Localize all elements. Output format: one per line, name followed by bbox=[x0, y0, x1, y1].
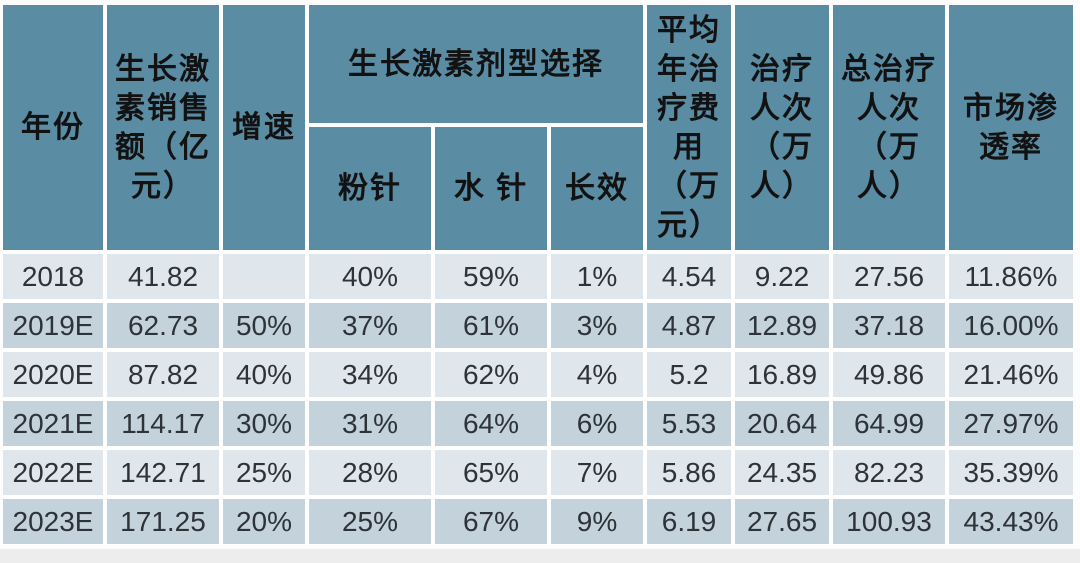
header-water-injection: 水 针 bbox=[435, 127, 547, 250]
table-cell-growth_rate-2022E: 25% bbox=[223, 450, 305, 495]
table-cell-market_penetration-2018: 11.86% bbox=[949, 254, 1073, 299]
table-cell-long_acting-2021E: 6% bbox=[551, 401, 643, 446]
header-dosage-form-group: 生长激素剂型选择 bbox=[309, 5, 643, 123]
table-cell-long_acting-2023E: 9% bbox=[551, 499, 643, 544]
table-cell-water_injection-2021E: 64% bbox=[435, 401, 547, 446]
table-cell-water_injection-2019E: 61% bbox=[435, 303, 547, 348]
page-bottom-strip bbox=[0, 549, 1080, 563]
table-cell-powder_injection-2018: 40% bbox=[309, 254, 431, 299]
table-cell-total_treated_patients-2019E: 37.18 bbox=[833, 303, 945, 348]
table-cell-year-2018: 2018 bbox=[3, 254, 103, 299]
table-cell-powder_injection-2022E: 28% bbox=[309, 450, 431, 495]
table-cell-total_treated_patients-2022E: 82.23 bbox=[833, 450, 945, 495]
table-cell-market_penetration-2020E: 21.46% bbox=[949, 352, 1073, 397]
table-cell-avg_annual_cost-2022E: 5.86 bbox=[647, 450, 731, 495]
table-cell-powder_injection-2023E: 25% bbox=[309, 499, 431, 544]
table-cell-avg_annual_cost-2019E: 4.87 bbox=[647, 303, 731, 348]
table-cell-long_acting-2019E: 3% bbox=[551, 303, 643, 348]
table-cell-total_treated_patients-2021E: 64.99 bbox=[833, 401, 945, 446]
header-market-penetration: 市场渗透率 bbox=[949, 5, 1073, 250]
header-treated-patients: 治疗人次（万人） bbox=[735, 5, 829, 250]
table-cell-treated_patients-2021E: 20.64 bbox=[735, 401, 829, 446]
table-cell-sales-2023E: 171.25 bbox=[107, 499, 219, 544]
header-powder-injection: 粉针 bbox=[309, 127, 431, 250]
table-cell-sales-2019E: 62.73 bbox=[107, 303, 219, 348]
table-cell-total_treated_patients-2023E: 100.93 bbox=[833, 499, 945, 544]
data-table: 年份 生长激素销售额（亿元） 增速 生长激素剂型选择 粉针 水 针 长效 平均年… bbox=[3, 5, 1073, 544]
table-cell-market_penetration-2019E: 16.00% bbox=[949, 303, 1073, 348]
table-cell-year-2022E: 2022E bbox=[3, 450, 103, 495]
table-cell-water_injection-2023E: 67% bbox=[435, 499, 547, 544]
table-cell-avg_annual_cost-2018: 4.54 bbox=[647, 254, 731, 299]
table-cell-growth_rate-2021E: 30% bbox=[223, 401, 305, 446]
table-cell-year-2021E: 2021E bbox=[3, 401, 103, 446]
header-avg-annual-cost: 平均年治疗费用（万元） bbox=[647, 5, 731, 250]
table-cell-avg_annual_cost-2020E: 5.2 bbox=[647, 352, 731, 397]
table-cell-powder_injection-2019E: 37% bbox=[309, 303, 431, 348]
table-cell-long_acting-2020E: 4% bbox=[551, 352, 643, 397]
table-cell-avg_annual_cost-2021E: 5.53 bbox=[647, 401, 731, 446]
header-long-acting: 长效 bbox=[551, 127, 643, 250]
header-sales: 生长激素销售额（亿元） bbox=[107, 5, 219, 250]
table-cell-treated_patients-2020E: 16.89 bbox=[735, 352, 829, 397]
table-cell-sales-2018: 41.82 bbox=[107, 254, 219, 299]
header-growth-rate: 增速 bbox=[223, 5, 305, 250]
table-cell-long_acting-2022E: 7% bbox=[551, 450, 643, 495]
table-cell-year-2020E: 2020E bbox=[3, 352, 103, 397]
table-cell-avg_annual_cost-2023E: 6.19 bbox=[647, 499, 731, 544]
table-cell-treated_patients-2018: 9.22 bbox=[735, 254, 829, 299]
table-cell-sales-2022E: 142.71 bbox=[107, 450, 219, 495]
table-cell-market_penetration-2021E: 27.97% bbox=[949, 401, 1073, 446]
table-cell-treated_patients-2022E: 24.35 bbox=[735, 450, 829, 495]
table-cell-long_acting-2018: 1% bbox=[551, 254, 643, 299]
table-cell-total_treated_patients-2020E: 49.86 bbox=[833, 352, 945, 397]
table-cell-sales-2021E: 114.17 bbox=[107, 401, 219, 446]
table-cell-year-2023E: 2023E bbox=[3, 499, 103, 544]
table-cell-growth_rate-2019E: 50% bbox=[223, 303, 305, 348]
table-cell-growth_rate-2020E: 40% bbox=[223, 352, 305, 397]
table-cell-treated_patients-2023E: 27.65 bbox=[735, 499, 829, 544]
table-cell-powder_injection-2020E: 34% bbox=[309, 352, 431, 397]
table-cell-year-2019E: 2019E bbox=[3, 303, 103, 348]
table-cell-water_injection-2022E: 65% bbox=[435, 450, 547, 495]
header-year: 年份 bbox=[3, 5, 103, 250]
table-cell-market_penetration-2023E: 43.43% bbox=[949, 499, 1073, 544]
table-cell-sales-2020E: 87.82 bbox=[107, 352, 219, 397]
table-cell-treated_patients-2019E: 12.89 bbox=[735, 303, 829, 348]
table-cell-water_injection-2018: 59% bbox=[435, 254, 547, 299]
table-cell-growth_rate-2023E: 20% bbox=[223, 499, 305, 544]
table-cell-powder_injection-2021E: 31% bbox=[309, 401, 431, 446]
table-cell-water_injection-2020E: 62% bbox=[435, 352, 547, 397]
table-cell-growth_rate-2018 bbox=[223, 254, 305, 299]
table-cell-market_penetration-2022E: 35.39% bbox=[949, 450, 1073, 495]
header-total-treated-patients: 总治疗人次（万人） bbox=[833, 5, 945, 250]
table-cell-total_treated_patients-2018: 27.56 bbox=[833, 254, 945, 299]
